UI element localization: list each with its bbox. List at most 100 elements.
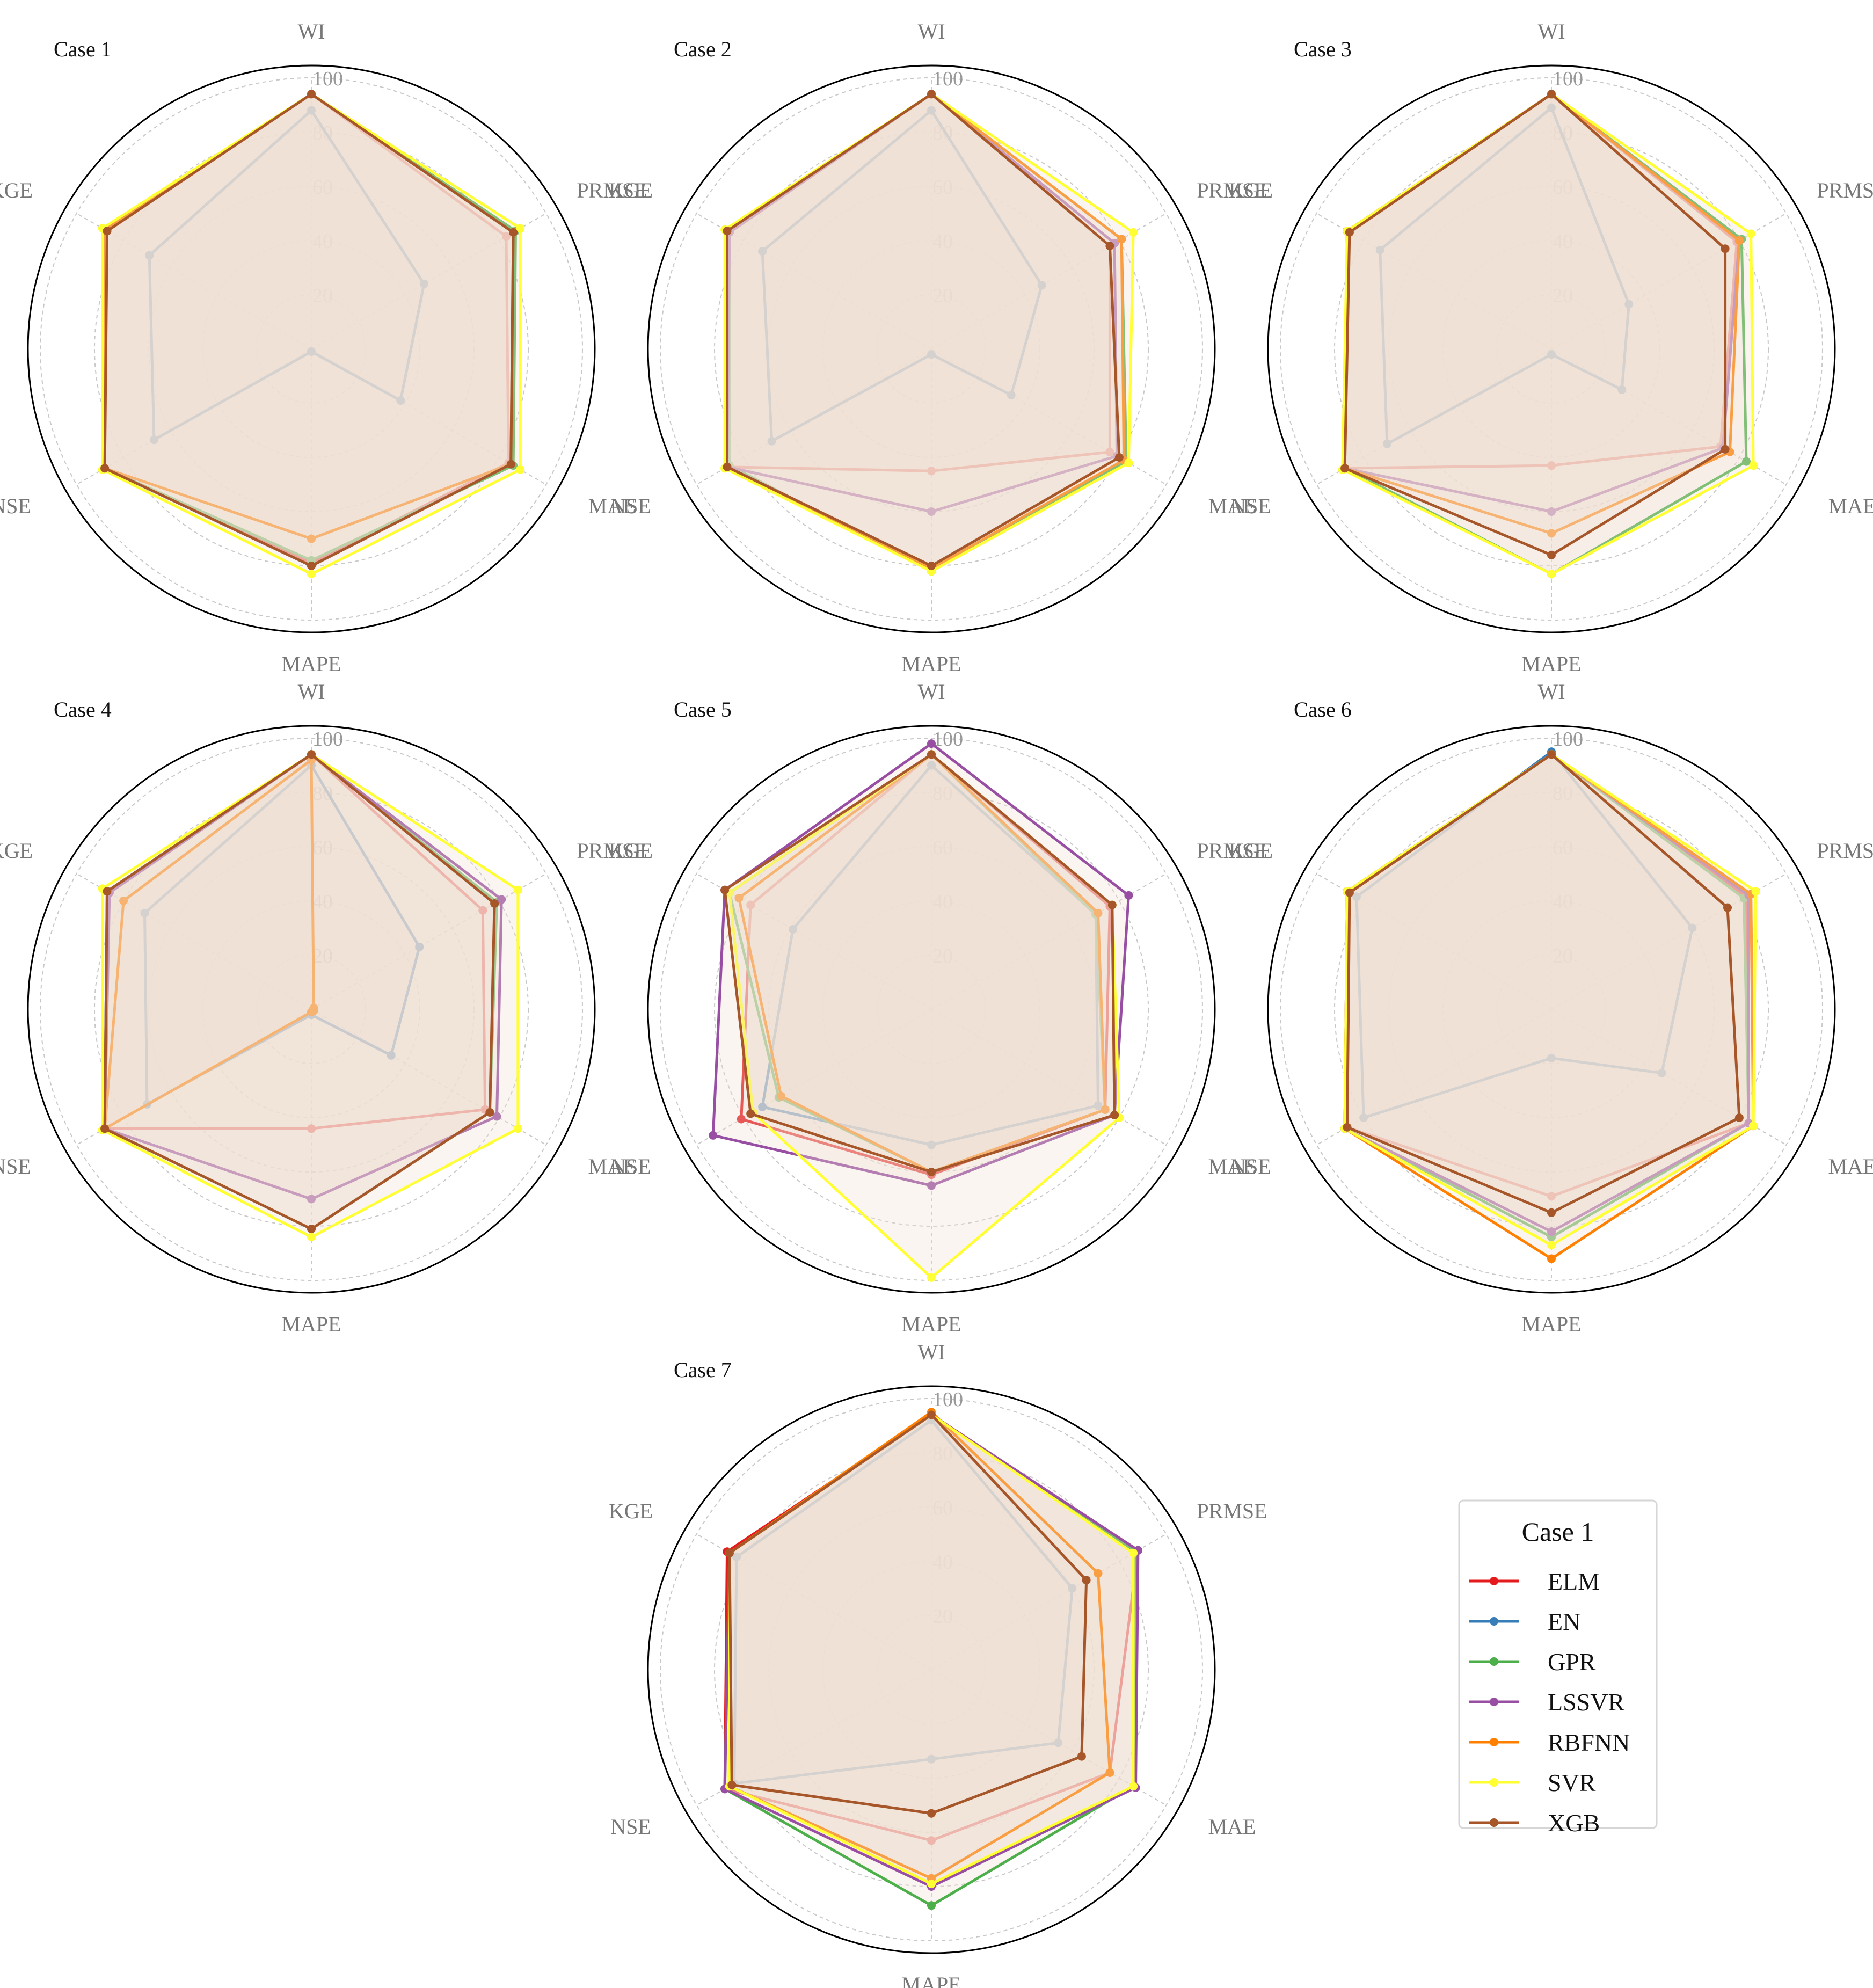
data-point-xgb-mae xyxy=(485,1108,494,1117)
axis-label-prmse: PRMSE xyxy=(1817,178,1873,202)
grid-circle-20 xyxy=(877,955,986,1064)
grid-circle-20 xyxy=(877,1615,986,1724)
data-point-xgb-nse xyxy=(746,1109,755,1118)
data-point-svr-mape xyxy=(307,570,316,579)
data-point-en-nse xyxy=(767,436,776,446)
grid-circle-60 xyxy=(1388,846,1715,1173)
series-xgb xyxy=(720,750,1119,1176)
data-point-en-mape xyxy=(927,350,936,359)
data-point-en-prmse xyxy=(1037,281,1046,290)
series-xgb xyxy=(1343,750,1744,1217)
data-point-svr-mape xyxy=(307,1233,316,1242)
axis-label-wi: WI xyxy=(917,1340,945,1364)
grid-circle-20 xyxy=(1497,294,1606,404)
data-point-xgb-mae xyxy=(1077,1752,1086,1761)
series-en xyxy=(1375,103,1634,448)
grid-circle-100 xyxy=(40,77,583,621)
axis-label-prmse: PRMSE xyxy=(1197,839,1267,863)
legend-label-elm: ELM xyxy=(1548,1568,1600,1595)
tick-label: 60 xyxy=(932,1497,953,1519)
data-point-rbfnn-mape xyxy=(1547,529,1556,538)
data-point-svr-prmse xyxy=(1746,229,1755,238)
data-point-en-kge xyxy=(140,908,149,917)
data-point-en-mae xyxy=(1094,1101,1103,1110)
data-point-en-mape xyxy=(927,1754,936,1764)
data-point-svr-mae xyxy=(1749,1122,1758,1131)
axis-label-prmse: PRMSE xyxy=(1817,839,1873,863)
grid-circle-100 xyxy=(40,738,583,1281)
spoke-prmse xyxy=(311,873,546,1010)
data-point-en-nse xyxy=(1359,1113,1368,1122)
data-point-elm-prmse xyxy=(478,906,487,915)
data-point-en-kge xyxy=(1375,245,1384,254)
series-line-xgb xyxy=(728,1413,1088,1815)
data-point-gpr-mape xyxy=(927,1901,936,1910)
axis-label-nse: NSE xyxy=(0,1154,31,1178)
data-point-svr-prmse xyxy=(1129,1548,1138,1557)
legend-swatch-marker-xgb xyxy=(1490,1818,1498,1827)
data-point-xgb-prmse xyxy=(1105,242,1114,251)
grid-circle-100 xyxy=(660,1398,1203,1941)
data-point-rbfnn-mae xyxy=(1101,1105,1110,1114)
data-point-rbfnn-prmse xyxy=(1734,236,1744,245)
data-point-elm-mape xyxy=(307,1124,316,1133)
data-point-svr-mape xyxy=(1547,570,1556,579)
data-point-svr-prmse xyxy=(1751,887,1760,896)
data-point-en-wi xyxy=(307,106,316,115)
polar-frame xyxy=(1267,725,1836,1294)
axis-label-mape: MAPE xyxy=(1521,1312,1581,1336)
panel-title: Case 2 xyxy=(674,37,732,61)
data-point-svr-mape xyxy=(927,1879,936,1888)
grid-circle-60 xyxy=(148,846,475,1173)
data-point-en-nse xyxy=(150,435,158,445)
data-point-xgb-mae xyxy=(1734,1113,1744,1122)
data-point-xgb-kge xyxy=(725,1548,734,1557)
axis-label-nse: NSE xyxy=(1230,1154,1271,1178)
data-point-xgb-mape xyxy=(1547,1208,1556,1217)
legend-label-rbfnn: RBFNN xyxy=(1548,1729,1630,1756)
axis-label-kge: KGE xyxy=(0,178,33,202)
series-xgb xyxy=(1340,90,1730,559)
data-point-en-prmse xyxy=(415,942,424,951)
axis-label-nse: NSE xyxy=(610,1154,651,1178)
data-point-en-prmse xyxy=(1688,923,1697,933)
data-point-xgb-prmse xyxy=(1082,1576,1091,1585)
data-point-svr-mae xyxy=(1124,458,1133,468)
tick-label: 60 xyxy=(1553,836,1573,859)
axis-label-mape: MAPE xyxy=(1521,652,1581,676)
tick-label: 80 xyxy=(1553,782,1573,805)
axis-label-nse: NSE xyxy=(0,494,31,518)
tick-label: 40 xyxy=(1553,891,1573,913)
data-point-xgb-mae xyxy=(1110,1110,1119,1119)
grid-circle-20 xyxy=(877,294,986,404)
legend-swatch-marker-rbfnn xyxy=(1490,1738,1498,1746)
data-point-xgb-kge xyxy=(103,227,112,236)
spoke-nse xyxy=(696,1009,932,1146)
axis-label-mae: MAE xyxy=(588,1154,636,1178)
series-xgb xyxy=(725,1410,1091,1818)
data-point-xgb-mape xyxy=(1547,550,1556,559)
tick-label: 20 xyxy=(1553,285,1573,307)
axis-label-mae: MAE xyxy=(588,494,636,518)
data-point-svr-mae xyxy=(1749,461,1758,470)
tick-label: 100 xyxy=(1553,68,1583,90)
tick-label: 20 xyxy=(312,285,333,307)
panel-title: Case 1 xyxy=(54,37,112,61)
series-en xyxy=(145,106,428,445)
legend-swatch-marker-svr xyxy=(1490,1778,1498,1787)
tick-label: 20 xyxy=(932,1605,953,1628)
data-point-en-mae xyxy=(1657,1068,1666,1077)
data-point-lssvr-mape xyxy=(927,507,936,516)
tick-label: 40 xyxy=(932,230,953,253)
data-point-en-mape xyxy=(1547,1053,1556,1062)
grid-circle-100 xyxy=(1280,77,1823,621)
grid-circle-60 xyxy=(768,1506,1095,1833)
polar-frame xyxy=(647,64,1216,633)
data-point-xgb-wi xyxy=(1547,90,1556,99)
spoke-kge xyxy=(1316,213,1552,349)
data-point-en-mae xyxy=(1007,390,1016,399)
series-line-xgb xyxy=(103,92,515,567)
